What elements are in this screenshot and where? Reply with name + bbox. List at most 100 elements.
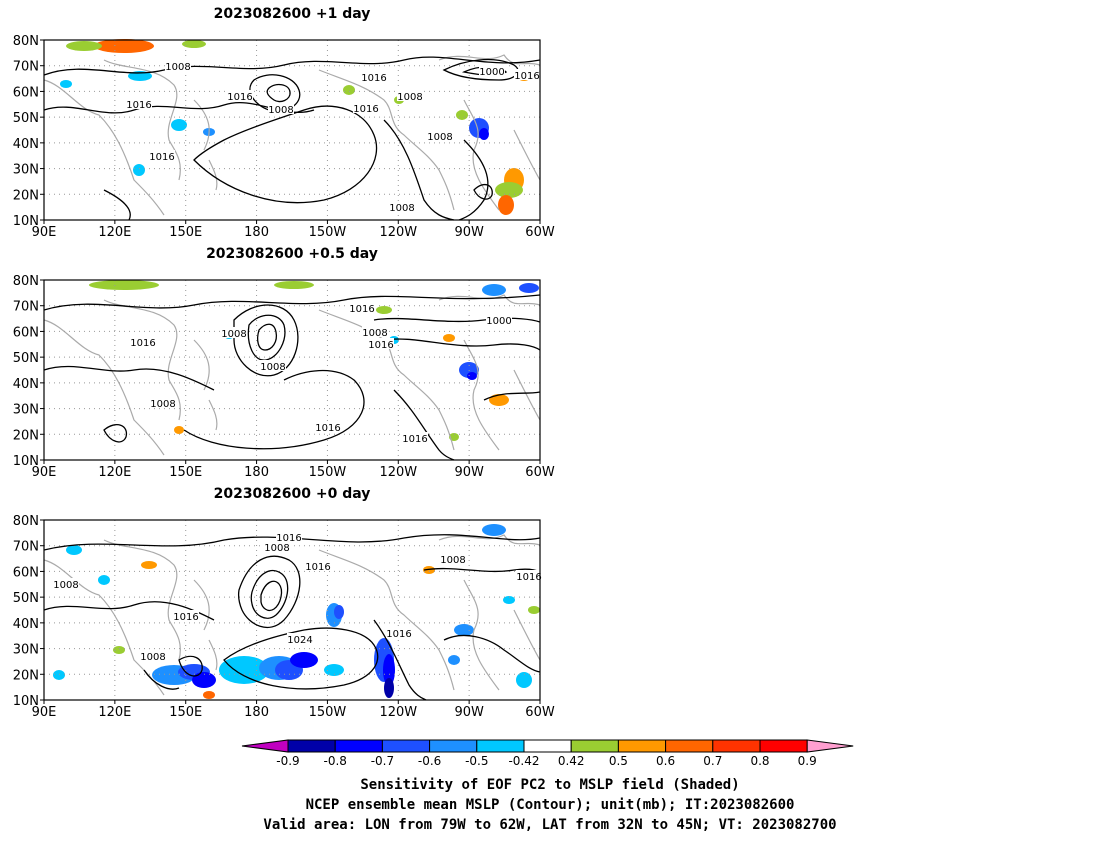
map-panel-3: 80N 70N 60N 50N 40N 30N 20N 10N 90E 120E 150E 180 15… (0, 510, 560, 725)
lon-tick-label: 60W (525, 225, 555, 240)
caption-line-2: NCEP ensemble mean MSLP (Contour); unit(… (305, 797, 795, 813)
colorbar-swatch (334, 739, 383, 753)
contour-label: 1016 (514, 71, 539, 82)
contour-label: 1008 (427, 132, 452, 143)
contour-label: 1008 (150, 399, 175, 410)
lat-tick-label: 20N (13, 188, 39, 203)
panel-title: 2023082600 +1 day (213, 6, 371, 22)
sensitivity-shade (383, 654, 395, 686)
colorbar-swatch (759, 739, 808, 753)
sensitivity-shade (503, 596, 515, 604)
map-frame (43, 279, 541, 461)
contour-label-bg (514, 69, 540, 80)
lat-tick-label: 40N (13, 137, 39, 152)
contour-label-bg (130, 336, 156, 347)
lat-tick-label: 10N (13, 214, 39, 229)
contour-label: 1016 (276, 533, 301, 544)
colorbar-swatch (287, 739, 336, 753)
mslp-contour (257, 323, 278, 351)
lat-tick-label: 40N (13, 617, 39, 632)
colorbar-swatch (712, 739, 761, 753)
map-frame (43, 39, 541, 221)
colorbar-tick-label: 0.6 (656, 754, 675, 768)
contour-label: 1024 (287, 635, 312, 646)
lon-tick-label: 120W (379, 465, 417, 480)
lon-tick-label: 120E (98, 225, 131, 240)
coastline (318, 69, 455, 211)
contour-label-bg (173, 610, 199, 621)
mslp-contour (383, 338, 541, 351)
lon-tick-label: 150E (169, 465, 202, 480)
coastline (318, 549, 455, 691)
contour-label-bg (479, 65, 505, 76)
contour-label-bg (140, 650, 166, 661)
sensitivity-shade (192, 672, 216, 688)
sensitivity-shade (482, 524, 506, 536)
contour-label: 1008 (397, 92, 422, 103)
mslp-contour (237, 555, 301, 629)
colorbar-swatch (381, 739, 431, 753)
lon-tick-label: 150E (169, 225, 202, 240)
lat-tick-label: 80N (13, 34, 39, 49)
contour-label-bg (315, 421, 341, 432)
sensitivity-shade (94, 39, 154, 53)
sensitivity-shade (489, 394, 509, 406)
colorbar-tick-label: 0.7 (703, 754, 722, 768)
sensitivity-shade (384, 678, 394, 698)
lon-tick-label: 150W (309, 705, 347, 720)
colorbar-under-arrow (241, 739, 289, 753)
contour-label-bg (427, 130, 453, 141)
contour-label: 1016 (516, 572, 541, 583)
contour-label: 1016 (402, 434, 427, 445)
colorbar-over-arrow (806, 739, 854, 753)
sensitivity-shade (98, 575, 110, 585)
mslp-contour (103, 189, 131, 221)
lon-tick-label: 90W (454, 225, 484, 240)
contour-label-bg (276, 531, 302, 542)
lon-tick-label: 120E (98, 705, 131, 720)
lon-tick-label: 120W (379, 225, 417, 240)
lon-tick-label: 120E (98, 465, 131, 480)
sensitivity-shade (171, 119, 187, 131)
colorbar-swatch (476, 739, 525, 753)
coastline (513, 129, 541, 181)
colorbar-swatch (570, 739, 619, 753)
sensitivity-shade (203, 691, 215, 699)
caption-line-1: Sensitivity of EOF PC2 to MSLP field (Sh… (360, 777, 740, 793)
mslp-contour (143, 669, 180, 690)
lat-tick-label: 50N (13, 111, 39, 126)
mslp-contour (223, 627, 379, 690)
contour-label: 1016 (126, 100, 151, 111)
contour-label: 1000 (479, 67, 504, 78)
sensitivity-shade (141, 561, 157, 569)
lon-tick-label: 90W (454, 705, 484, 720)
lat-tick-label: 10N (13, 694, 39, 709)
mslp-contour (373, 317, 541, 323)
sensitivity-shade (443, 334, 455, 342)
coastline (463, 339, 500, 451)
contour-label: 1016 (130, 338, 155, 349)
contour-label-bg (397, 90, 423, 101)
colorbar-swatch (429, 739, 478, 753)
mslp-contour (483, 391, 541, 401)
lon-tick-label: 60W (525, 705, 555, 720)
colorbar-tick-label: -0.9 (276, 754, 299, 768)
contour-label: 1008 (165, 62, 190, 73)
mslp-contour (43, 365, 215, 391)
lon-tick-label: 180 (244, 705, 269, 720)
lon-tick-label: 60W (525, 465, 555, 480)
coastline (463, 579, 500, 691)
lat-tick-label: 60N (13, 85, 39, 100)
contour-label: 1016 (149, 152, 174, 163)
coastline (43, 319, 165, 456)
coastline (103, 539, 181, 661)
coastline (103, 59, 181, 181)
contour-label: 1008 (268, 105, 293, 116)
sensitivity-shade (334, 605, 344, 619)
contour-label: 1016 (349, 304, 374, 315)
coastline (513, 369, 541, 421)
lon-tick-label: 180 (244, 465, 269, 480)
caption-line-3: Valid area: LON from 79W to 62W, LAT fro… (263, 817, 837, 833)
map-panel-1: 80N 70N 60N 50N 40N 30N 20N 10N 90E 120E 150E 180 15… (0, 30, 560, 245)
